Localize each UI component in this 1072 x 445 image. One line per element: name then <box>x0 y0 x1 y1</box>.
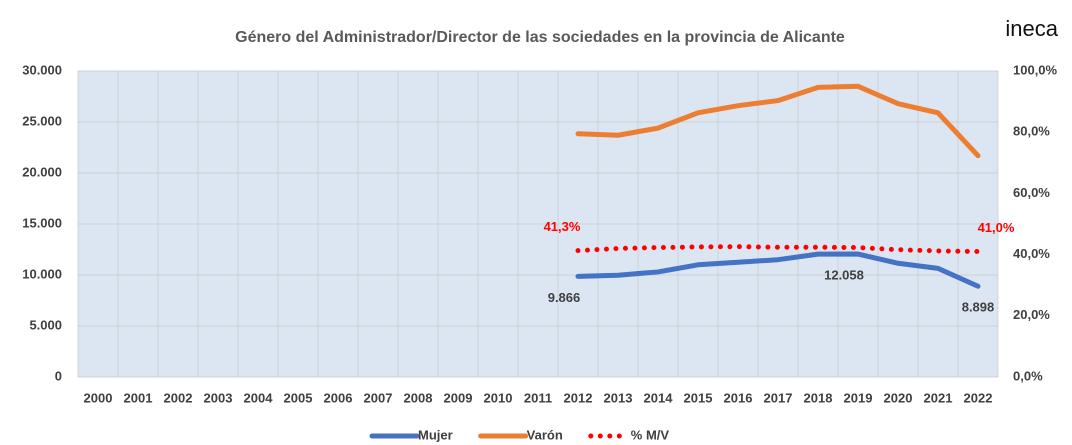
x-tick-label: 2003 <box>204 390 233 405</box>
x-tick-label: 2000 <box>84 390 113 405</box>
x-tick-label: 2009 <box>444 390 473 405</box>
y-tick-label: 5.000 <box>29 317 62 332</box>
legend-label: Mujer <box>418 427 453 442</box>
x-tick-label: 2015 <box>684 390 713 405</box>
y-tick-label: 30.000 <box>22 62 62 77</box>
data-label: 41,3% <box>544 219 581 234</box>
data-label: 9.866 <box>548 290 581 305</box>
x-tick-label: 2012 <box>564 390 593 405</box>
x-tick-label: 2005 <box>284 390 313 405</box>
x-tick-label: 2002 <box>164 390 193 405</box>
x-tick-label: 2010 <box>484 390 513 405</box>
y-tick-label: 25.000 <box>22 113 62 128</box>
x-tick-label: 2018 <box>804 390 833 405</box>
x-tick-label: 2007 <box>364 390 393 405</box>
series-line <box>575 244 981 255</box>
y2-tick-label: 20,0% <box>1013 307 1050 322</box>
y-tick-label: 0 <box>55 368 62 383</box>
chart-title: Género del Administrador/Director de las… <box>235 29 845 46</box>
y2-tick-label: 100,0% <box>1013 62 1058 77</box>
x-tick-label: 2006 <box>324 390 353 405</box>
series-line <box>575 251 981 289</box>
x-tick-label: 2001 <box>124 390 153 405</box>
data-label: 41,0% <box>978 220 1015 235</box>
x-tick-label: 2016 <box>724 390 753 405</box>
x-tick-label: 2019 <box>844 390 873 405</box>
x-tick-label: 2021 <box>924 390 953 405</box>
x-tick-label: 2013 <box>604 390 633 405</box>
series-line <box>575 83 981 159</box>
x-tick-label: 2004 <box>244 390 274 405</box>
data-label: 12.058 <box>824 267 864 282</box>
y2-tick-label: 0,0% <box>1013 368 1043 383</box>
legend-label: Varón <box>527 427 563 442</box>
y-tick-label: 15.000 <box>22 215 62 230</box>
x-tick-label: 2020 <box>884 390 913 405</box>
y2-tick-label: 80,0% <box>1013 124 1050 139</box>
data-label: 8.898 <box>962 300 995 315</box>
x-tick-label: 2011 <box>524 390 552 405</box>
y-tick-label: 20.000 <box>22 164 62 179</box>
legend-label: % M/V <box>631 427 670 442</box>
x-tick-label: 2014 <box>644 390 674 405</box>
x-tick-label: 2008 <box>404 390 433 405</box>
x-tick-label: 2017 <box>764 390 793 405</box>
y2-tick-label: 40,0% <box>1013 246 1050 261</box>
logo: ineca <box>1005 16 1058 41</box>
y-tick-label: 10.000 <box>22 266 62 281</box>
y2-tick-label: 60,0% <box>1013 185 1050 200</box>
x-tick-label: 2022 <box>964 390 993 405</box>
